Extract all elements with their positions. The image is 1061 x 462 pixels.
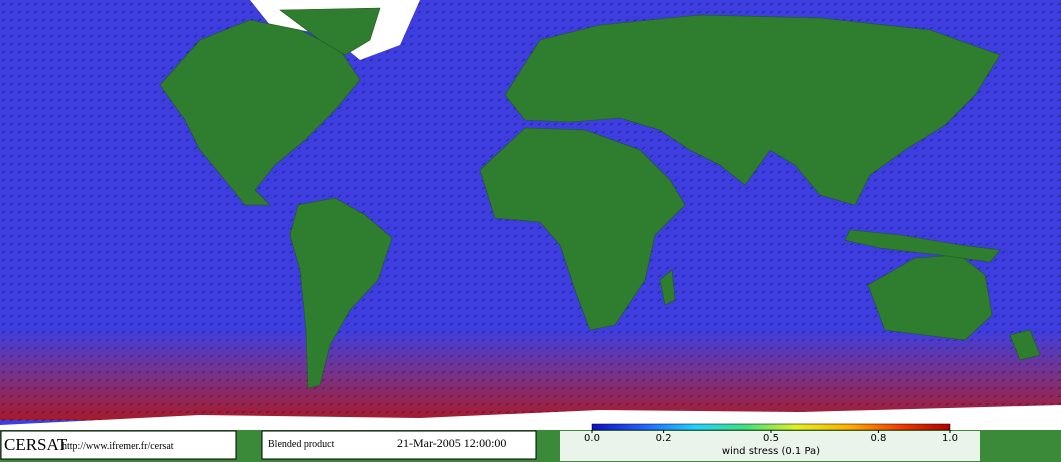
credit-box	[0, 430, 237, 460]
colorbar-box	[560, 431, 980, 461]
url: http://www.ifremer.fr/cersat	[62, 441, 174, 452]
date: 21-Mar-2005 12:00:00	[397, 436, 506, 450]
colorbar-tick-label: 1.0	[942, 433, 958, 444]
product: Blended product	[268, 439, 335, 450]
colorbar-label: wind stress (0.1 Pa)	[722, 446, 820, 457]
colorbar	[591, 423, 951, 431]
colorbar-tick-label: 0.8	[870, 433, 886, 444]
product-box	[261, 430, 537, 460]
footer: CERSAT http://www.ifremer.fr/cersat Blen…	[0, 423, 1061, 462]
colorbar-tick-label: 0.5	[763, 433, 779, 444]
logo: CERSAT	[4, 435, 68, 454]
colorbar-tick-label: 0.2	[656, 433, 672, 444]
land	[159, 7, 1041, 389]
colorbar-tick-label: 0.0	[584, 433, 600, 444]
